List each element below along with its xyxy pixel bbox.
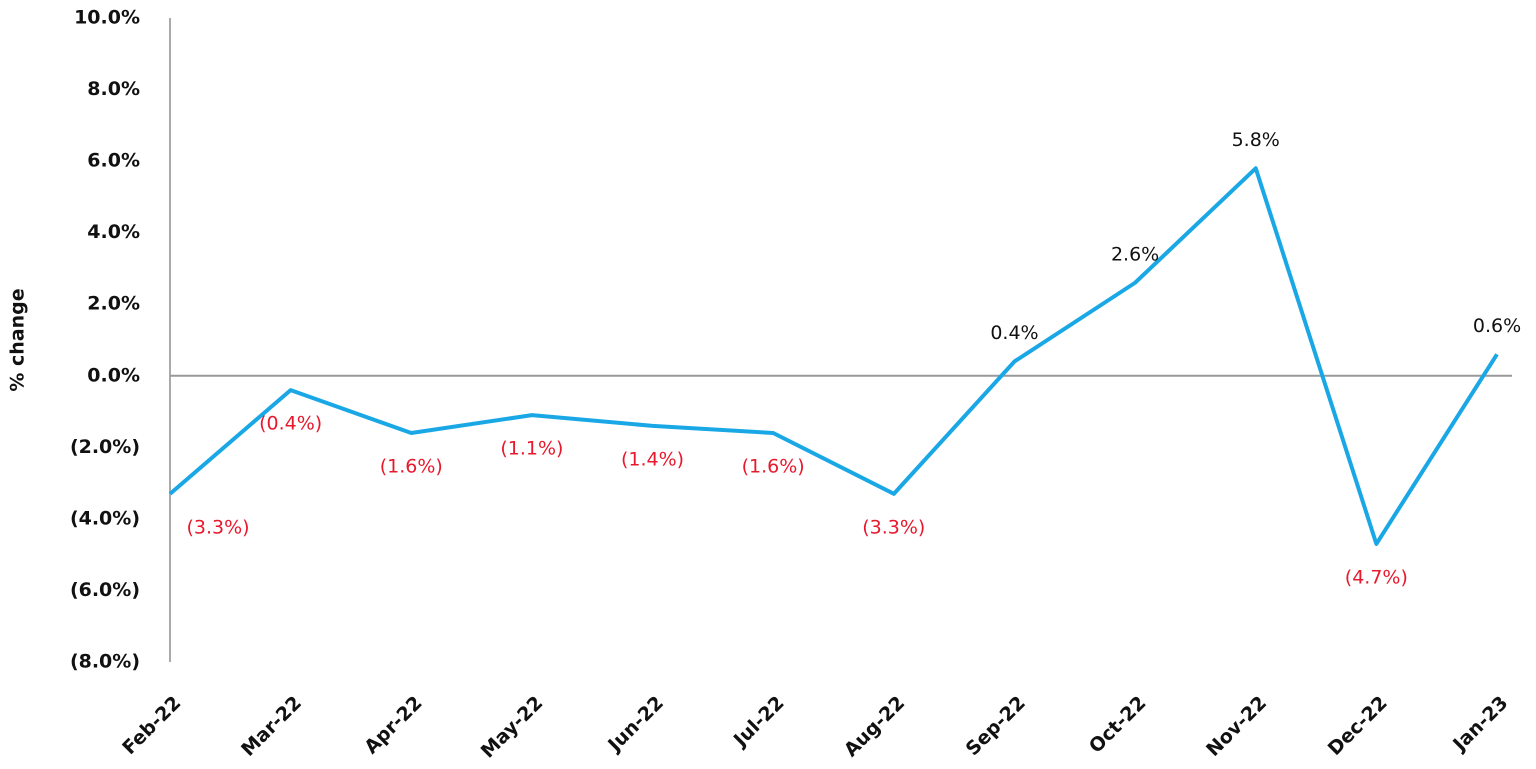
x-tick-label: Jan-23 — [1448, 692, 1513, 757]
y-tick-label: 4.0% — [87, 221, 140, 243]
y-axis-label: % change — [7, 288, 29, 391]
x-tick-label: Jul-22 — [728, 692, 788, 752]
data-label: (4.7%) — [1345, 566, 1408, 588]
data-label: 0.4% — [990, 322, 1038, 344]
x-tick-label: May-22 — [477, 692, 548, 763]
data-label: (1.1%) — [500, 438, 563, 460]
x-tick-label: Dec-22 — [1324, 692, 1392, 760]
x-tick-label: Nov-22 — [1202, 692, 1271, 761]
x-tick-label: Oct-22 — [1085, 692, 1151, 758]
data-label: (3.3%) — [862, 516, 925, 538]
y-tick-label: 0.0% — [87, 364, 140, 386]
x-tick-label: Jun-22 — [603, 692, 668, 757]
y-tick-label: 6.0% — [87, 150, 140, 172]
data-label: (3.3%) — [186, 516, 249, 538]
x-tick-label: Aug-22 — [840, 692, 909, 761]
data-label: (0.4%) — [259, 413, 322, 435]
y-tick-label: (2.0%) — [70, 436, 140, 458]
data-label: 2.6% — [1111, 243, 1159, 265]
y-tick-label: 2.0% — [87, 293, 140, 315]
data-label: (1.4%) — [621, 448, 684, 470]
data-label: (1.6%) — [380, 456, 443, 478]
y-tick-label: 8.0% — [87, 78, 140, 100]
data-label: (1.6%) — [742, 456, 805, 478]
x-tick-label: Sep-22 — [962, 692, 1030, 760]
y-tick-label: (4.0%) — [70, 507, 140, 529]
data-label: 5.8% — [1232, 129, 1280, 151]
y-tick-label: (8.0%) — [70, 651, 140, 673]
y-tick-label: (6.0%) — [70, 579, 140, 601]
x-tick-label: Apr-22 — [360, 692, 426, 758]
y-tick-label: 10.0% — [74, 7, 140, 29]
x-tick-label: Feb-22 — [118, 692, 185, 759]
data-label: 0.6% — [1473, 315, 1521, 337]
x-tick-label: Mar-22 — [237, 692, 306, 761]
data-line — [168, 166, 1499, 546]
